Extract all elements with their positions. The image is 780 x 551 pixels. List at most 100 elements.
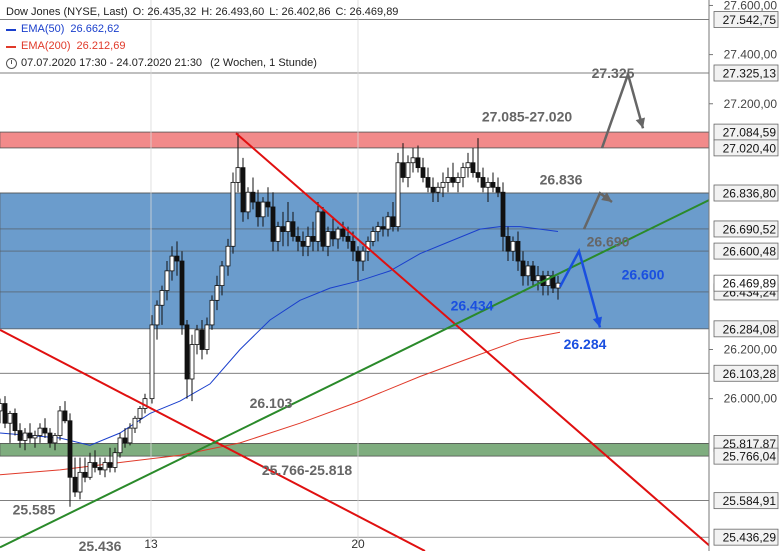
candle-body	[355, 250, 361, 262]
candle-body	[235, 167, 241, 183]
candle-body	[250, 191, 256, 203]
candle-body	[255, 201, 261, 218]
candle-body	[112, 452, 118, 468]
candle-body	[209, 299, 215, 326]
price-level-label: 26.600,48	[723, 245, 777, 259]
candle-body	[260, 201, 266, 218]
candle-body	[300, 240, 306, 247]
candle-body	[370, 231, 376, 242]
price-level-box	[713, 320, 779, 338]
price-level-label: 25.817,87	[723, 437, 777, 451]
candle-body	[159, 290, 165, 306]
price-level-box	[713, 139, 779, 157]
period-range: 07.07.2020 17:30 - 24.07.2020 21:30	[21, 57, 203, 69]
candle-body	[310, 236, 316, 242]
price-level-label: 26.103,28	[723, 367, 777, 381]
ema200-value: 26.212,69	[76, 40, 126, 52]
candle-body	[194, 329, 200, 345]
price-level-label: 27.542,75	[723, 13, 777, 27]
price-level-box	[713, 184, 779, 202]
candle-body	[132, 417, 138, 429]
candle-body	[455, 177, 461, 183]
ema200-swatch	[6, 45, 16, 48]
trendline-downtrend-lower	[0, 328, 426, 551]
candle-body	[405, 162, 411, 178]
candle-body	[225, 245, 231, 267]
ema200-label: EMA(200)	[21, 40, 71, 52]
candle-body	[82, 471, 88, 478]
annotation-label: 27.085-27.020	[482, 109, 573, 125]
price-level-label: 25.584,91	[723, 494, 777, 508]
candle-body	[62, 410, 68, 422]
annotation-label: 26.690	[587, 233, 630, 249]
annotation-label: 25.766-25.818	[262, 462, 353, 478]
candle-body	[285, 221, 291, 232]
instrument-name: Dow Jones (NYSE, Last)	[6, 6, 128, 18]
trendline-uptrend	[0, 198, 711, 549]
candle-body	[117, 437, 123, 454]
candle-body	[400, 162, 406, 178]
x-tick-label: 13	[144, 537, 158, 551]
trendline-downtrend-upper	[235, 132, 711, 547]
candle-body	[485, 181, 491, 188]
candle-body	[174, 255, 180, 262]
candle-body	[87, 462, 93, 478]
candle-body	[189, 344, 195, 380]
y-tick-label: 27.400,00	[724, 48, 778, 62]
chart-header: Dow Jones (NYSE, Last) O: 26.435,32 H: 2…	[6, 4, 403, 72]
price-level-box	[713, 528, 779, 546]
price-level-box	[713, 64, 779, 82]
candle-body	[275, 226, 281, 242]
candle-body	[22, 432, 28, 441]
candle-body	[360, 250, 366, 262]
price-level-box	[713, 11, 779, 28]
annotation-label: 26.434	[451, 297, 494, 313]
price-level-box	[713, 492, 779, 510]
candle-body	[97, 467, 103, 471]
candle-body	[32, 435, 38, 439]
period-row: 07.07.2020 17:30 - 24.07.2020 21:30 (2 W…	[6, 55, 403, 72]
candle-body	[480, 177, 486, 188]
candle-body	[280, 226, 286, 232]
candle-body	[390, 216, 396, 228]
candle-body	[37, 427, 43, 436]
price-level-box	[713, 220, 779, 238]
y-tick-label: 27.600,00	[724, 0, 778, 12]
price-level-label: 27.084,59	[723, 126, 777, 140]
annotation-label: 27.325	[592, 65, 635, 81]
open-value: O: 26.435,32	[132, 6, 197, 18]
candle-body	[0, 403, 3, 412]
candle-body	[420, 167, 426, 178]
candle-body	[47, 432, 53, 444]
candle-body	[290, 221, 296, 237]
candle-body	[265, 201, 271, 208]
price-level-box	[713, 447, 779, 465]
x-tick-label: 20	[351, 537, 365, 551]
candle-body	[219, 265, 225, 287]
ema200-legend: EMA(200) 26.212,69	[6, 38, 403, 55]
candle-body	[2, 403, 8, 424]
candle-body	[169, 255, 175, 272]
annotation-label: 26.103	[250, 395, 293, 411]
candle-body	[320, 211, 326, 247]
annotation-label: 25.436	[79, 538, 122, 551]
candle-body	[17, 430, 23, 441]
price-level-box	[713, 242, 779, 260]
candle-body	[535, 275, 541, 282]
candle-body	[375, 226, 381, 232]
candle-body	[77, 471, 83, 493]
candle-body	[149, 324, 155, 400]
candle-body	[127, 427, 133, 444]
candle-body	[199, 329, 205, 350]
forecast-arrow-blue	[558, 247, 602, 328]
candle-body	[204, 324, 210, 350]
candle-body	[450, 177, 456, 183]
price-level-label: 27.325,13	[723, 67, 777, 81]
y-tick-label: 26.200,00	[724, 342, 778, 356]
candle-body	[330, 231, 336, 240]
candle-body	[495, 186, 501, 193]
annotation-label: 26.284	[564, 336, 607, 352]
price-level-label: 26.836,80	[723, 187, 777, 201]
candle-body	[515, 240, 521, 262]
